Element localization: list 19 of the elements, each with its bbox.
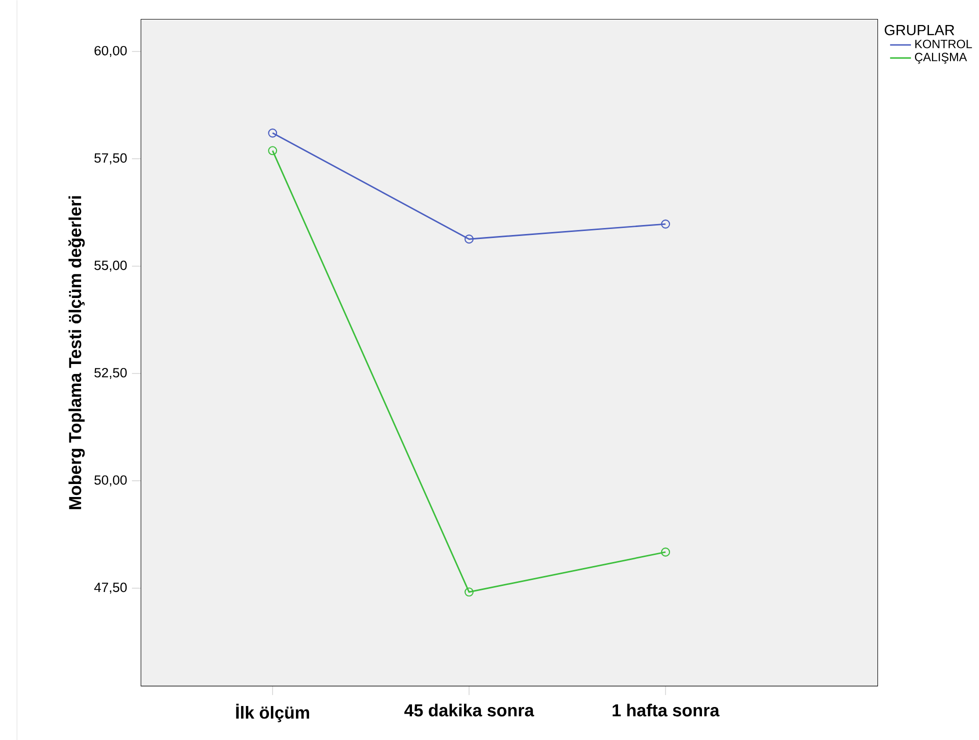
x-tick-label: İlk ölçüm	[236, 704, 310, 722]
point	[464, 587, 474, 596]
y-tick-label: 50,00	[94, 475, 127, 486]
y-tick-label: 57,50	[94, 153, 127, 164]
point	[661, 547, 670, 556]
y-tick-label: 55,00	[94, 260, 127, 272]
legend-label: KONTROL	[915, 40, 972, 48]
y-tick-label: 52,50	[94, 368, 127, 379]
point	[268, 128, 278, 138]
legend-label: ÇALIŞMA	[914, 52, 967, 64]
y-tick-label: 60,00	[94, 46, 127, 57]
y-axis-title: Moberg Toplama Testi ölçüm değerleri	[68, 196, 85, 509]
point	[268, 146, 278, 156]
x-tick-label: 1 hafta sonra	[612, 704, 720, 716]
legend-title: GRUPLAR	[884, 24, 954, 36]
point	[661, 219, 670, 228]
x-tick-label: 45 dakika sonra	[404, 704, 534, 716]
y-tick-label: 47,50	[94, 582, 127, 594]
point	[464, 234, 474, 244]
